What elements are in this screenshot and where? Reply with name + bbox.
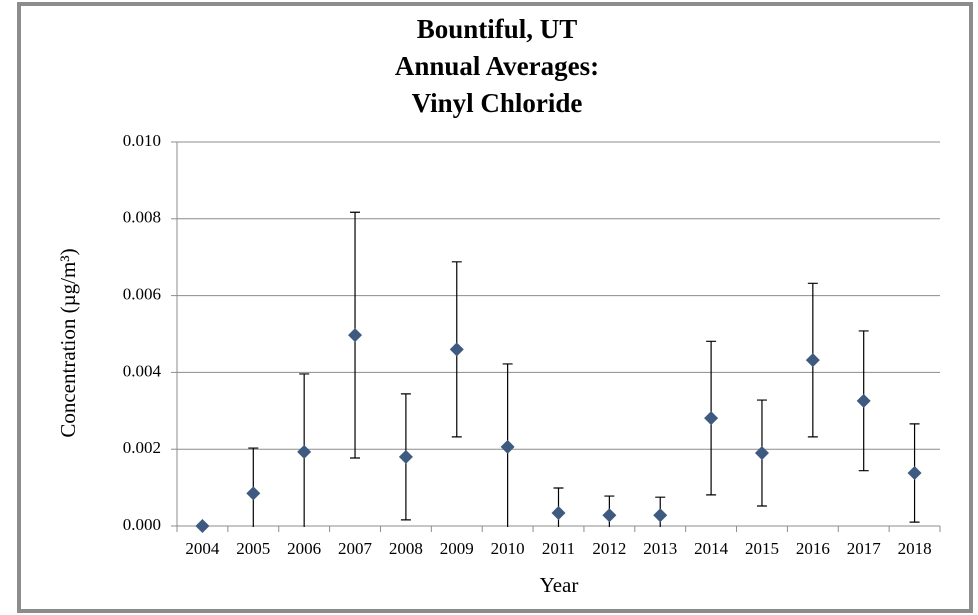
x-tick-label: 2004 bbox=[185, 539, 220, 558]
marker bbox=[246, 486, 261, 501]
marker bbox=[500, 439, 515, 454]
x-axis-title: Year bbox=[540, 573, 579, 597]
chart-title: Vinyl Chloride bbox=[412, 88, 583, 118]
x-tick-label: 2010 bbox=[491, 539, 525, 558]
x-tick-label: 2016 bbox=[796, 539, 830, 558]
x-tick-label: 2006 bbox=[287, 539, 321, 558]
y-tick-label: 0.000 bbox=[123, 515, 161, 534]
x-tick-label: 2012 bbox=[592, 539, 626, 558]
x-tick-label: 2014 bbox=[694, 539, 729, 558]
marker bbox=[297, 444, 312, 459]
y-tick-label: 0.006 bbox=[123, 285, 161, 304]
x-tick-label: 2005 bbox=[236, 539, 270, 558]
x-tick-label: 2009 bbox=[440, 539, 474, 558]
y-tick-label: 0.004 bbox=[123, 361, 162, 380]
x-tick-label: 2018 bbox=[898, 539, 932, 558]
marker bbox=[348, 328, 363, 343]
x-tick-label: 2008 bbox=[389, 539, 423, 558]
marker bbox=[907, 466, 922, 481]
chart-title: Bountiful, UT bbox=[417, 14, 578, 44]
y-tick-label: 0.008 bbox=[123, 208, 161, 227]
y-tick-label: 0.002 bbox=[123, 438, 161, 457]
chart-border bbox=[17, 2, 973, 613]
marker bbox=[398, 449, 413, 464]
y-tick-label: 0.010 bbox=[123, 131, 161, 150]
x-tick-label: 2015 bbox=[745, 539, 779, 558]
marker bbox=[704, 411, 719, 426]
marker bbox=[653, 508, 668, 523]
y-axis-title: Concentration (µg/m³) bbox=[56, 248, 80, 437]
chart-title: Annual Averages: bbox=[395, 51, 599, 81]
x-tick-label: 2017 bbox=[847, 539, 882, 558]
x-tick-label: 2013 bbox=[643, 539, 677, 558]
x-tick-label: 2011 bbox=[542, 539, 575, 558]
marker bbox=[551, 505, 566, 520]
marker bbox=[602, 508, 617, 523]
marker bbox=[195, 519, 210, 533]
marker bbox=[449, 342, 464, 357]
marker bbox=[754, 446, 769, 461]
marker bbox=[805, 353, 820, 368]
x-tick-label: 2007 bbox=[338, 539, 373, 558]
marker bbox=[856, 393, 871, 408]
